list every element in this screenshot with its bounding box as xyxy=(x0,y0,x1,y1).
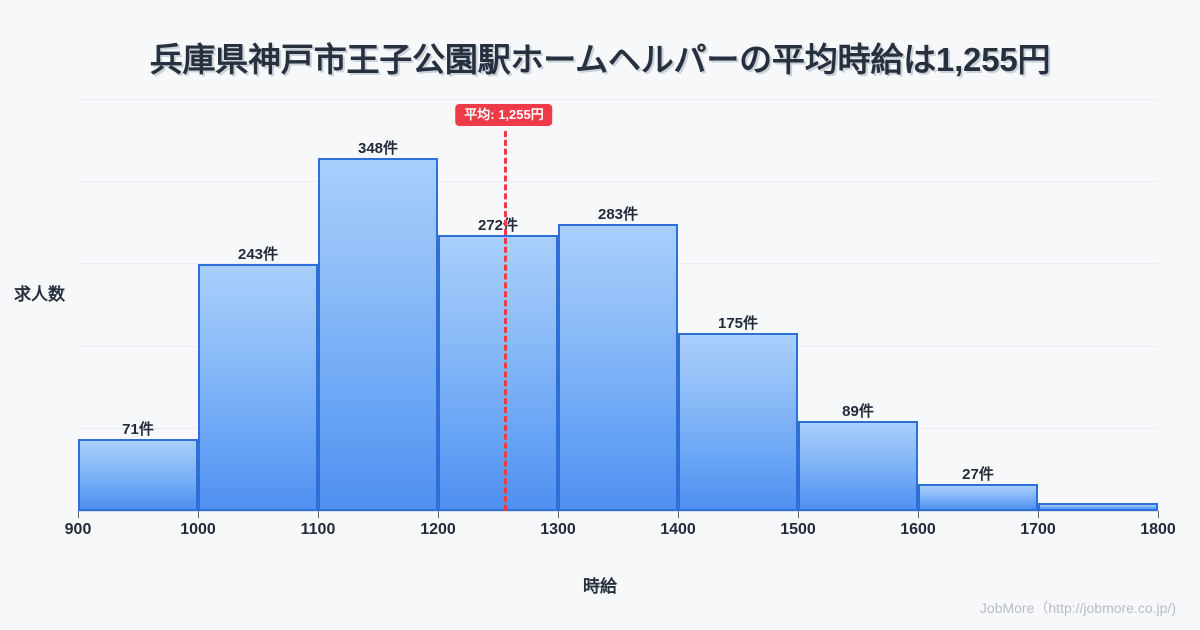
x-axis-tick-label: 900 xyxy=(64,521,92,538)
x-axis-tick-mark xyxy=(438,511,439,518)
bar-value-label: 175件 xyxy=(717,315,759,333)
x-axis-title: 時給 xyxy=(583,577,617,596)
x-axis-tick-mark xyxy=(78,511,79,518)
x-axis-tick-mark xyxy=(678,511,679,518)
bar-value-label: 27件 xyxy=(962,465,994,483)
x-axis-tick-label: 1700 xyxy=(1020,521,1056,538)
bar-value-label: 243件 xyxy=(237,246,279,264)
y-axis-title: 求人数 xyxy=(14,285,65,304)
x-axis-tick-label: 1400 xyxy=(660,521,696,538)
average-badge: 平均: 1,255円 xyxy=(455,104,553,126)
histogram-bar xyxy=(798,420,918,511)
page-title: 兵庫県神戸市王子公園駅ホームヘルパーの平均時給は1,255円 xyxy=(149,41,1051,78)
gridline xyxy=(78,181,1158,182)
histogram-bar xyxy=(438,234,558,511)
bar-value-label: 272件 xyxy=(477,216,519,234)
x-axis-tick-mark xyxy=(198,511,199,518)
bar-value-label: 89件 xyxy=(842,402,874,420)
x-axis-tick-label: 1800 xyxy=(1140,521,1176,538)
histogram-bar xyxy=(558,223,678,511)
x-axis-tick-label: 1600 xyxy=(900,521,936,538)
bar-value-label: 71件 xyxy=(122,420,154,438)
x-axis-tick-mark xyxy=(1038,511,1039,518)
footer-credit: JobMore（http://jobmore.co.jp/) xyxy=(979,600,1176,616)
histogram-bar xyxy=(318,157,438,511)
x-axis-tick-mark xyxy=(558,511,559,518)
histogram-bar xyxy=(1038,502,1158,511)
histogram-bar xyxy=(198,264,318,511)
x-axis-tick-label: 1300 xyxy=(540,521,576,538)
x-axis-tick-label: 1200 xyxy=(420,521,456,538)
histogram-bar xyxy=(678,333,798,511)
x-axis-line xyxy=(78,511,1158,512)
x-axis-tick-label: 1500 xyxy=(780,521,816,538)
histogram-bar xyxy=(918,483,1038,511)
x-axis-tick-label: 1100 xyxy=(300,521,336,538)
x-axis-tick-label: 1000 xyxy=(180,521,216,538)
x-axis-tick-mark xyxy=(918,511,919,518)
x-axis-tick-mark xyxy=(1158,511,1159,518)
x-axis-tick-mark xyxy=(318,511,319,518)
x-axis-tick-mark xyxy=(798,511,799,518)
gridline xyxy=(78,99,1158,100)
histogram-bar xyxy=(78,438,198,511)
bar-value-label: 348件 xyxy=(357,139,399,157)
bar-value-label: 283件 xyxy=(597,205,639,223)
average-line xyxy=(504,131,507,511)
